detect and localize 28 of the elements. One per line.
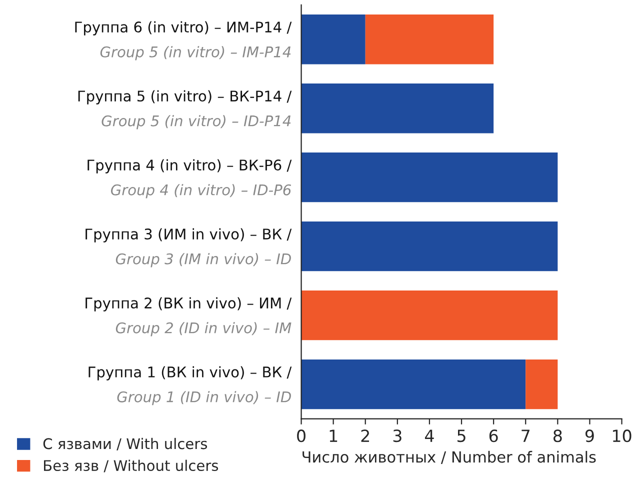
y-tick-label: Группа 2 (ВК in vivo) – ИМ / Group 2 (ID in vivo) – IM	[86, 297, 292, 336]
x-tick-label: 3	[393, 430, 402, 442]
bar	[301, 290, 558, 340]
y-tick-label: Группа 3 (ИМ in vivo) – ВК / Group 3 (IM in vivo) – ID	[86, 228, 292, 268]
x-tick-label: 8	[554, 430, 562, 442]
bar	[301, 14, 366, 64]
bar	[301, 152, 558, 202]
legend-label: С язвами / With ulcers	[43, 438, 208, 450]
x-tick-label: 4	[424, 430, 434, 442]
bar	[301, 222, 558, 272]
x-tick-label: 9	[585, 430, 594, 442]
x-tick-label: 10	[612, 430, 632, 442]
y-tick-label: Группа 5 (in vitro) – ВК-Р14 / Group 5 (in vitro) – ID-P14	[78, 90, 292, 130]
y-tick-label: Группа 4 (in vitro) – ВК-Р6 / Group 4 (in vitro) – ID-P6	[88, 159, 292, 198]
x-tick-label: 1	[330, 430, 338, 442]
bar	[365, 14, 494, 64]
x-tick-label: 6	[489, 430, 498, 442]
legend-label: Без язв / Without ulcers	[44, 460, 218, 472]
x-tick-label: 7	[522, 430, 530, 442]
bar	[301, 84, 494, 134]
y-tick-label: Группа 1 (ВК in vivo) – ВК / Group 1 (ID in vivo) – ID	[88, 366, 292, 406]
bar	[301, 359, 526, 410]
x-tick-label: 5	[458, 430, 466, 442]
x-tick-label: 2	[361, 430, 370, 442]
y-tick-label: Группа 6 (in vitro) – ИМ-Р14 / Group 5 (in vitro) – IM-P14	[75, 21, 292, 60]
x-tick-label: 0	[297, 430, 306, 442]
bar	[526, 359, 558, 410]
x-axis-title: Число животных / Number of animals	[302, 450, 596, 464]
